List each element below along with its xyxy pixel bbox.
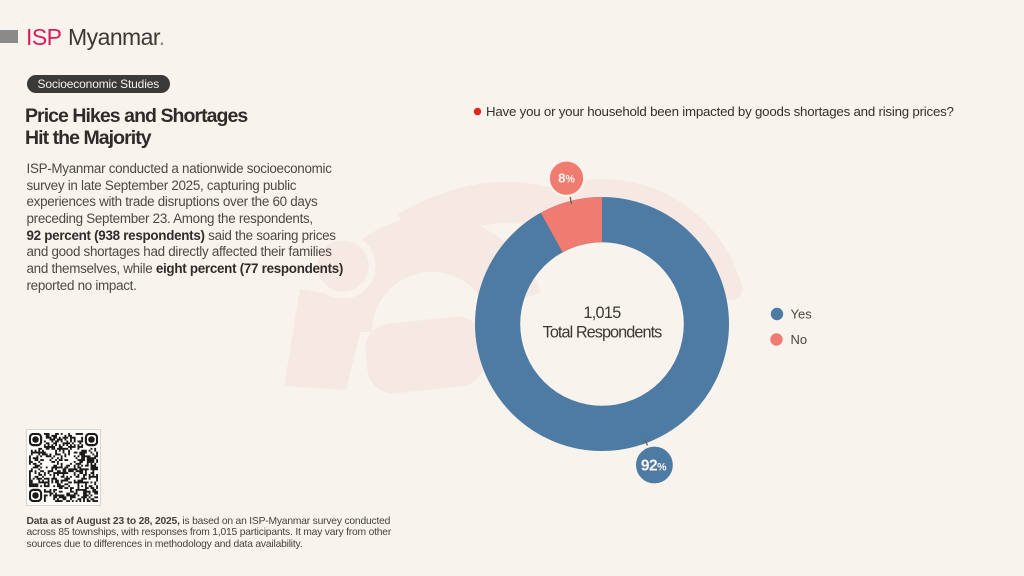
svg-text:Yes: Yes bbox=[791, 307, 813, 322]
svg-text:92%: 92% bbox=[641, 458, 667, 475]
svg-text:8%: 8% bbox=[558, 170, 575, 185]
svg-text:Have you or your household bee: Have you or your household been impacted… bbox=[486, 104, 954, 119]
svg-text:Total Respondents: Total Respondents bbox=[543, 324, 663, 342]
svg-text:No: No bbox=[791, 332, 808, 347]
svg-text:1,015: 1,015 bbox=[583, 304, 621, 322]
